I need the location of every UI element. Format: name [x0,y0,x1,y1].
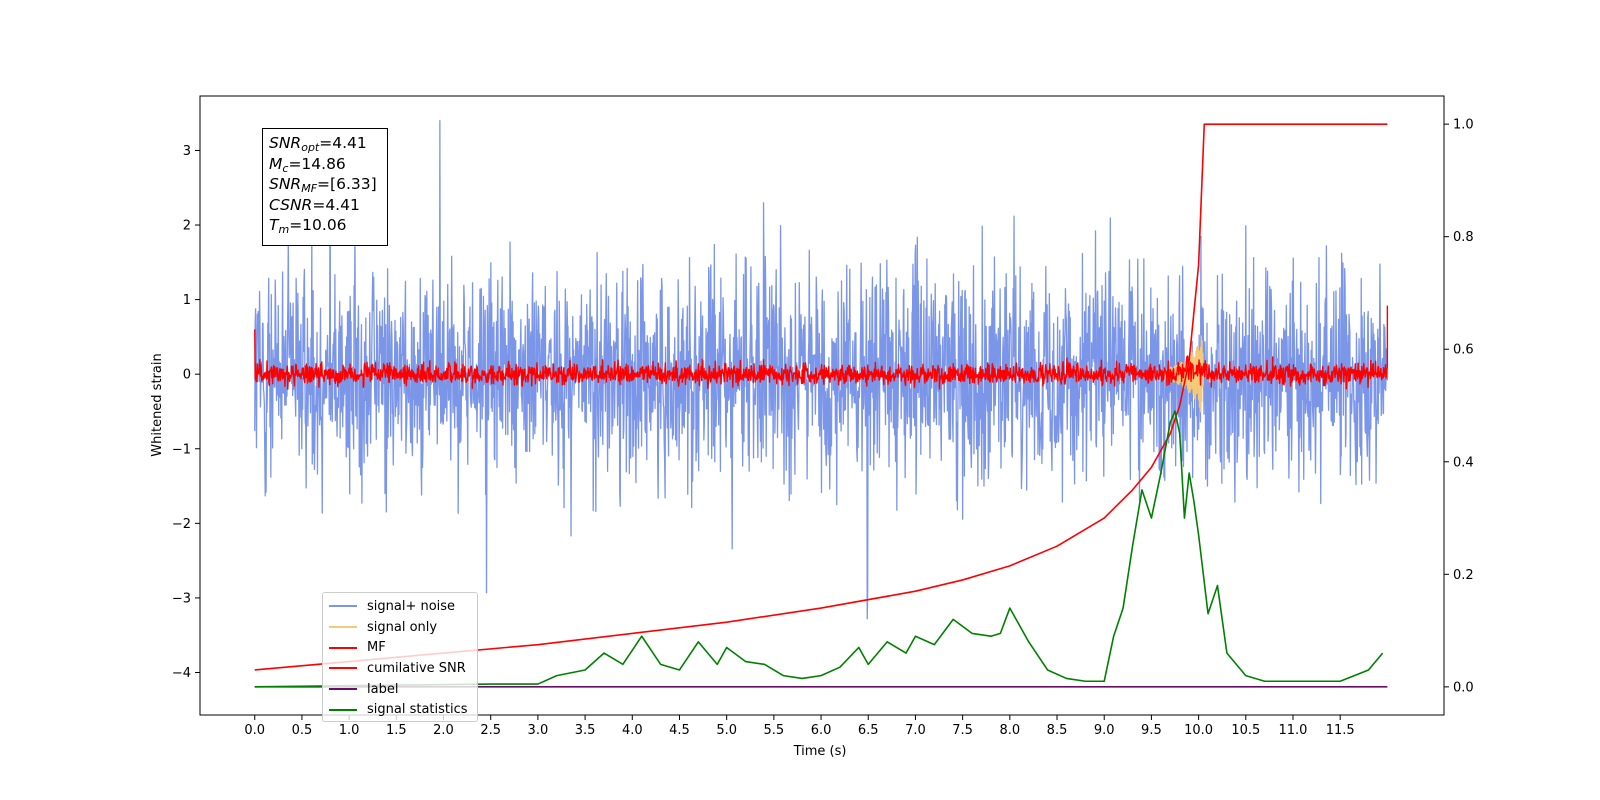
x-tick-label: 4.5 [669,723,690,738]
x-axis: 0.0 0.5 1.0 1.5 2.0 2.5 3.0 3.5 4.0 4.5 5.0 5.5 6.0 6… [244,715,1355,738]
y-tick-label-right: 1.0 [1453,118,1474,133]
mf-layer [254,305,1389,413]
y-tick-label: −2 [172,517,191,532]
x-tick-label: 7.0 [905,723,926,738]
snr-mf-line: SNRMF=[6.33] [269,175,377,195]
x-tick-label: 8.0 [999,723,1020,738]
x-tick-label: 1.0 [339,723,360,738]
y-tick-label: 0 [183,368,191,383]
y-tick-label: 2 [183,219,191,234]
y-tick-label-right: 0.4 [1453,455,1474,470]
x-tick-label: 6.0 [811,723,832,738]
x-tick-label: 4.0 [622,723,643,738]
x-tick-label: 5.0 [716,723,737,738]
x-tick-label: 2.5 [480,723,501,738]
y-tick-label-right: 0.2 [1453,568,1474,583]
legend-swatch [329,708,357,711]
legend-item-signal-noise: signal+ noise [329,596,477,617]
legend-swatch [329,688,357,691]
mf-line [254,305,1389,390]
legend-item-cumulative-snr: cumilative SNR [329,658,477,679]
x-tick-label: 6.5 [858,723,879,738]
legend-swatch [329,646,357,649]
x-tick-label: 9.0 [1094,723,1115,738]
legend-item-signal-statistics: signal statistics [329,699,477,720]
x-tick-label: 5.5 [764,723,785,738]
x-tick-label: 8.5 [1047,723,1068,738]
y-tick-label: 3 [183,144,191,159]
snr-opt-line: SNRopt=4.41 [269,134,367,154]
x-tick-label: 10.5 [1231,723,1260,738]
y-tick-label: −1 [172,442,191,457]
y-tick-label-right: 0.0 [1453,680,1474,695]
x-tick-label: 11.0 [1279,723,1308,738]
legend-item-signal-only: signal only [329,617,477,638]
plot-frame [199,95,1445,716]
x-tick-label: 10.0 [1184,723,1213,738]
y-tick-label: −3 [172,591,191,606]
signal-noise-layer [254,119,1389,620]
legend-item-label: label [329,679,477,700]
x-axis-label: Time (s) [793,744,847,759]
y-axis-left: 3 2 1 0 −1 −2 −3 −4 [172,144,200,681]
legend-swatch [329,626,357,629]
mc-line: Mc=14.86 [269,154,346,175]
legend: signal+ noise signal only MF cumilative … [322,592,478,722]
y-tick-label-right: 0.6 [1453,343,1474,358]
x-tick-label: 3.0 [528,723,549,738]
x-tick-label: 7.5 [952,723,973,738]
x-tick-label: 0.0 [244,723,265,738]
y-axis-label: Whitened strain [150,353,165,456]
cumulative-snr-line [254,123,1388,671]
x-tick-label: 0.5 [292,723,313,738]
x-tick-label: 3.5 [575,723,596,738]
y-axis-right: 1.0 0.8 0.6 0.4 0.2 0.0 [1444,118,1474,695]
x-tick-label: 11.5 [1326,723,1355,738]
legend-swatch [329,605,357,608]
legend-swatch [329,667,357,670]
y-tick-label: 1 [183,293,191,308]
x-tick-label: 1.5 [386,723,407,738]
x-tick-label: 9.5 [1141,723,1162,738]
csnr-line: CSNR=4.41 [269,195,360,214]
info-box: SNRopt=4.41 Mc=14.86 SNRMF=[6.33] CSNR=4… [262,128,388,246]
y-tick-label: −4 [172,666,191,681]
signal-statistics-line [254,410,1384,688]
y-tick-label-right: 0.8 [1453,230,1474,245]
tm-line: Tm=10.06 [269,216,347,236]
x-tick-label: 2.0 [433,723,454,738]
signal-noise-line [254,119,1389,620]
legend-item-mf: MF [329,637,477,658]
